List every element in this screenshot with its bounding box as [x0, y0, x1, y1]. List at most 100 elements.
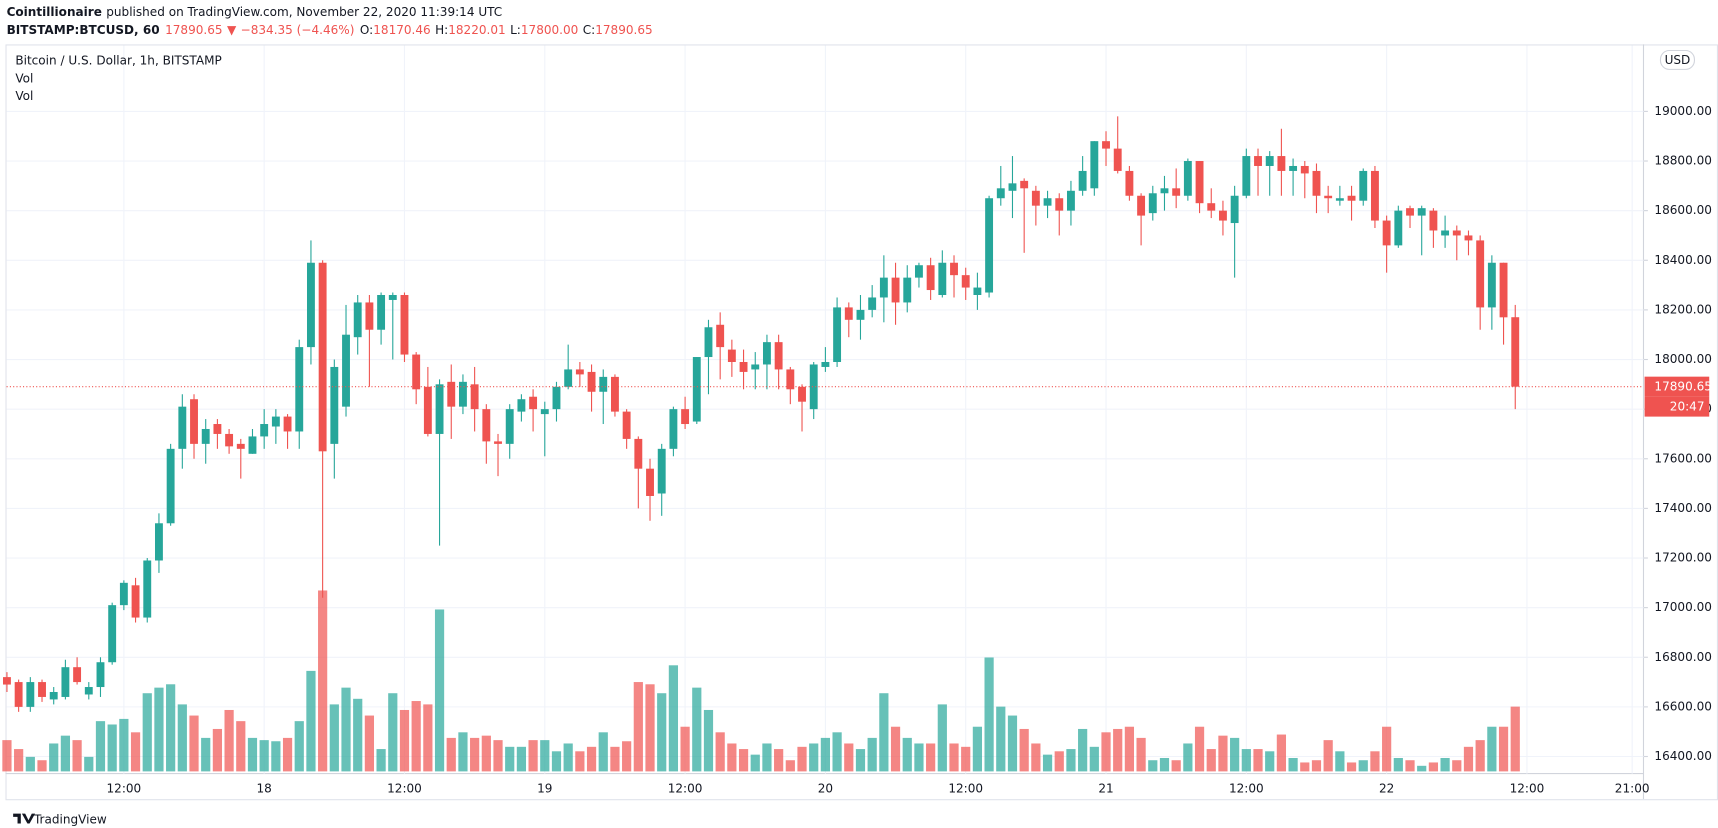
volume-bar — [189, 715, 199, 772]
volume-bar — [528, 740, 538, 772]
volume-bar — [1393, 757, 1403, 772]
volume-bar — [832, 732, 842, 772]
candle-body — [435, 384, 444, 434]
candle-body — [1183, 161, 1192, 196]
candle-body — [225, 433, 234, 447]
candle-body — [330, 366, 339, 444]
last-price-badge — [1644, 376, 1710, 397]
y-tick-label: 17000.00 — [1654, 600, 1711, 614]
volume-bar — [341, 687, 351, 772]
volume-bar — [1183, 743, 1193, 772]
volume-bar — [797, 746, 807, 772]
candle-body — [318, 262, 327, 452]
publisher: Cointillionaire — [7, 5, 102, 19]
x-tick-label: 21 — [1098, 782, 1113, 796]
volume-bar — [1101, 732, 1111, 772]
candle-body — [868, 297, 877, 310]
candle-body — [762, 342, 771, 365]
x-tick-label: 20 — [818, 782, 833, 796]
volume-bar — [72, 740, 82, 772]
candle-body — [692, 357, 701, 422]
volume-bar — [657, 693, 667, 772]
volume-bar — [446, 737, 456, 772]
volume-bar — [434, 609, 445, 772]
candle-body — [891, 277, 900, 303]
candle-body — [154, 523, 163, 561]
candle-body — [271, 416, 280, 427]
candle-body — [1125, 170, 1134, 196]
volume-bar — [130, 732, 141, 772]
volume-bar — [1230, 737, 1240, 772]
volume-bar — [60, 735, 71, 772]
volume-bar — [399, 709, 410, 772]
candle-body — [821, 361, 830, 367]
candle-body — [681, 409, 690, 425]
candle-body — [1394, 210, 1403, 246]
candle-body — [622, 411, 631, 439]
candle-body — [1102, 141, 1110, 149]
volume-bar — [1358, 760, 1368, 772]
candle-body — [529, 396, 538, 410]
candle-body — [1137, 195, 1146, 216]
candle-body — [961, 275, 970, 288]
last-price: 17890.65 — [165, 22, 222, 36]
candle-body — [201, 428, 210, 444]
candle-body — [564, 369, 573, 387]
y-tick-label: 16400.00 — [1654, 749, 1711, 763]
volume-bar — [1346, 762, 1357, 772]
volume-bar — [598, 732, 608, 772]
volume-bar — [306, 670, 316, 772]
volume-bar — [949, 743, 959, 772]
candle-body — [610, 376, 619, 412]
candle-body — [540, 409, 549, 415]
volume-bar — [844, 743, 854, 772]
candle-body — [1090, 141, 1099, 189]
volume-bar — [996, 706, 1006, 772]
candle-body — [727, 349, 736, 362]
currency-badge[interactable] — [1659, 49, 1695, 70]
volume-bar — [855, 749, 866, 772]
volume-bar — [212, 728, 223, 772]
candle-body — [61, 667, 70, 697]
candle-body — [73, 667, 82, 683]
candle-body — [1347, 195, 1356, 201]
header-line: Cointillionaire published on TradingView.… — [7, 5, 503, 19]
candle-body — [342, 334, 350, 407]
volume-bar — [1218, 735, 1228, 772]
volume-bar — [1113, 728, 1123, 772]
volume-bar — [1463, 746, 1474, 772]
volume-bar — [715, 732, 725, 772]
candle-body — [447, 381, 456, 407]
ohlc-value: 17890.65 — [595, 22, 652, 36]
candle-body — [1289, 165, 1298, 171]
candle-body — [131, 585, 140, 618]
volume-bar — [271, 741, 281, 772]
volume-bar — [481, 735, 491, 772]
currency[interactable]: USD — [1665, 53, 1691, 67]
candle-body — [903, 277, 912, 303]
published: published on TradingView.com, November 2… — [106, 5, 502, 19]
volume-bar — [177, 704, 187, 772]
candle-body — [1254, 156, 1262, 166]
volume-bar — [236, 721, 246, 772]
candle-body — [49, 691, 58, 700]
volume-bar — [1089, 746, 1099, 772]
volume-bar — [37, 760, 47, 772]
volume-bar — [1171, 760, 1181, 772]
axes: 16400.00 16600.00 16800.00 17000.00 17200.00… — [6, 104, 1712, 796]
volume-bar — [575, 751, 585, 772]
candle-body — [646, 468, 654, 496]
candle-body — [751, 364, 760, 370]
x-tick-label: 12:00 — [948, 782, 983, 796]
ohlc-label: H: — [435, 22, 448, 36]
candle-body — [1277, 156, 1286, 171]
volume-bar — [750, 754, 760, 772]
volume-bar — [540, 740, 550, 772]
volume-bar — [1054, 751, 1064, 772]
volume-bar — [294, 721, 304, 772]
y-tick-label: 17400.00 — [1654, 501, 1711, 515]
y-tick-label: 18200.00 — [1654, 302, 1711, 316]
y-tick-label: 17200.00 — [1654, 550, 1711, 564]
candle-body — [1055, 198, 1064, 211]
volume-bar — [1148, 760, 1158, 772]
